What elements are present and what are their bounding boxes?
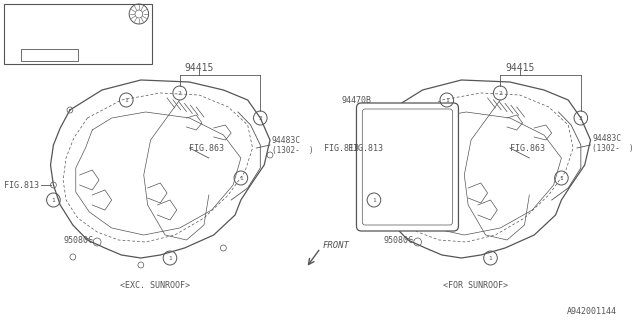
Text: 94415: 94415 [184,63,214,73]
Bar [21,49,77,61]
Text: FIG.863: FIG.863 [189,143,225,153]
Text: <FOR SUNROOF>: <FOR SUNROOF> [444,281,508,290]
Text: FIG.813: FIG.813 [348,143,383,153]
Text: FIG.863: FIG.863 [510,143,545,153]
Text: 94483C: 94483C [593,133,621,142]
Text: 94470B: 94470B [342,95,372,105]
FancyBboxPatch shape [362,109,452,225]
Text: 94483C: 94483C [272,135,301,145]
Text: Please cut it according to: Please cut it according to [8,31,128,41]
Text: FIG.813: FIG.813 [4,180,39,189]
Text: 2: 2 [259,116,262,121]
Text: 1: 1 [559,176,563,181]
Text: FRONT: FRONT [323,241,349,250]
Text: 2: 2 [11,53,15,58]
Text: 2: 2 [579,116,582,121]
Bar [4,4,152,64]
Text: 1: 1 [52,198,55,203]
Text: Length of the 94499 is 50m.: Length of the 94499 is 50m. [8,21,132,30]
Text: 1: 1 [445,98,449,103]
Text: 94415: 94415 [505,63,534,73]
FancyBboxPatch shape [356,103,458,231]
Text: 1: 1 [124,98,128,103]
Text: (1302-  ): (1302- ) [593,143,634,153]
Text: A942001144: A942001144 [567,307,617,316]
Text: 1: 1 [488,256,492,261]
Text: 1: 1 [168,256,172,261]
Text: 1: 1 [11,11,15,16]
Text: FIG.813: FIG.813 [324,143,360,153]
Text: 1: 1 [239,176,243,181]
Text: 94499: 94499 [21,9,48,18]
Text: 2: 2 [499,91,502,96]
Text: W130105: W130105 [33,51,66,60]
Text: 95080C: 95080C [383,236,413,244]
Text: necessary length.: necessary length. [8,42,86,51]
Text: <EXC. SUNROOF>: <EXC. SUNROOF> [120,281,191,290]
Text: 95080C: 95080C [63,236,93,244]
Text: 2: 2 [178,91,182,96]
Text: 1: 1 [372,198,376,203]
Text: (1302-  ): (1302- ) [272,146,314,155]
